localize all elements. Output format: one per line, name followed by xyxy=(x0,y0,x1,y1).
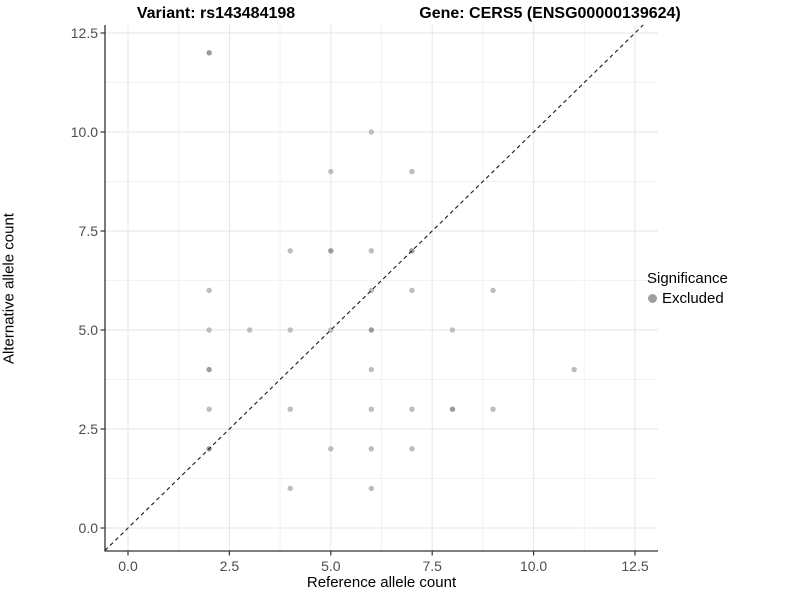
legend-item-excluded: Excluded xyxy=(646,290,728,307)
x-axis-title: Reference allele count xyxy=(306,574,457,591)
data-point xyxy=(368,485,375,492)
identity-dashed-line xyxy=(104,24,644,551)
x-tick-label: 7.5 xyxy=(422,558,442,574)
data-point xyxy=(368,327,375,333)
data-point xyxy=(368,366,375,373)
data-point xyxy=(490,406,496,412)
y-axis-title: Alternative allele count xyxy=(0,213,18,364)
legend-key-dot-icon xyxy=(648,294,657,303)
data-point xyxy=(206,50,212,56)
plot-title-variant: Variant: rs143484198 xyxy=(136,5,296,22)
x-tick-label: 12.5 xyxy=(621,558,649,574)
data-point xyxy=(409,168,415,175)
x-tick-label: 0.0 xyxy=(118,558,138,574)
data-point xyxy=(409,287,415,294)
data-point xyxy=(206,327,212,333)
data-point xyxy=(368,248,375,254)
data-point xyxy=(328,446,334,452)
data-point xyxy=(571,366,577,373)
data-point xyxy=(368,406,375,412)
data-point xyxy=(409,406,415,412)
y-tick-label: 5.0 xyxy=(78,322,98,338)
data-point xyxy=(206,406,212,412)
y-tick-label: 10.0 xyxy=(70,124,98,140)
legend: Significance Excluded xyxy=(646,270,728,307)
data-point xyxy=(409,446,415,452)
data-point xyxy=(368,446,375,452)
y-tick-label: 2.5 xyxy=(78,421,98,437)
data-point xyxy=(368,129,375,135)
data-point xyxy=(206,287,212,294)
data-point xyxy=(246,327,253,333)
data-point xyxy=(449,327,456,333)
data-point xyxy=(490,287,496,294)
data-point xyxy=(287,406,293,412)
y-tick-label: 0.0 xyxy=(78,520,98,536)
x-tick-label: 2.5 xyxy=(219,558,240,574)
data-point xyxy=(206,366,212,373)
data-point xyxy=(328,168,334,175)
legend-title: Significance xyxy=(647,270,728,287)
data-point xyxy=(328,248,334,254)
data-point xyxy=(287,248,293,254)
plot-title-gene: Gene: CERS5 (ENSG00000139624) xyxy=(419,5,681,22)
x-tick-label: 10.0 xyxy=(519,558,548,574)
y-tick-label: 12.5 xyxy=(70,25,98,41)
data-point xyxy=(449,406,456,412)
data-point xyxy=(287,485,293,492)
data-point xyxy=(287,327,293,333)
y-tick-label: 7.5 xyxy=(78,223,98,239)
x-tick-label: 5.0 xyxy=(321,558,341,574)
legend-item-label: Excluded xyxy=(662,290,724,307)
